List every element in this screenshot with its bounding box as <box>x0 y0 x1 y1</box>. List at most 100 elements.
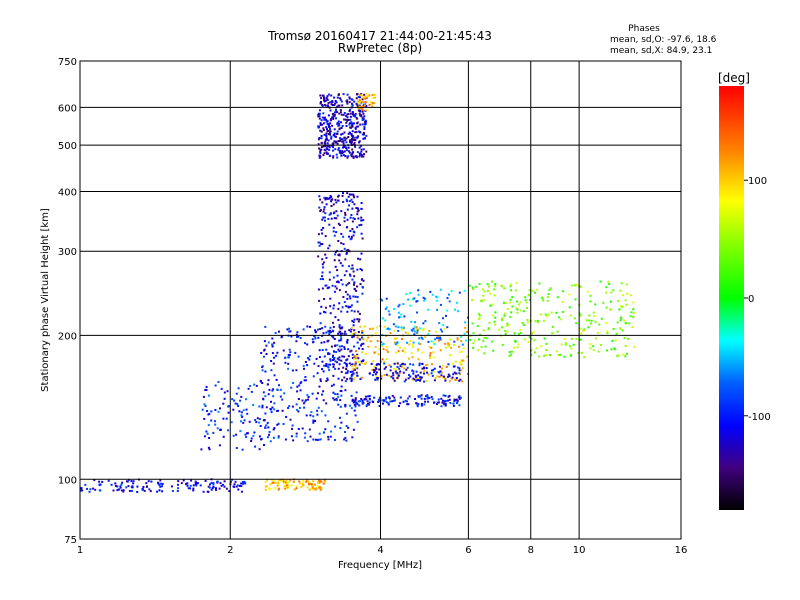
data-point <box>402 371 405 374</box>
data-point <box>360 278 363 281</box>
data-point <box>430 346 433 349</box>
data-point <box>328 331 331 334</box>
data-point <box>453 371 456 374</box>
data-point <box>225 487 228 490</box>
data-point <box>334 439 336 441</box>
data-point <box>299 337 302 339</box>
data-point <box>459 396 462 399</box>
data-point <box>330 430 332 433</box>
data-point <box>625 352 628 355</box>
data-point <box>159 485 162 488</box>
data-point <box>395 368 398 371</box>
data-point <box>403 380 406 383</box>
data-point <box>306 440 309 443</box>
data-point <box>281 409 284 412</box>
data-point <box>345 249 348 252</box>
data-point <box>267 393 270 396</box>
data-point <box>325 402 328 405</box>
data-point <box>568 293 571 296</box>
data-point <box>354 126 357 129</box>
data-point <box>291 405 294 408</box>
data-point <box>263 340 266 343</box>
data-point <box>472 346 475 349</box>
data-point <box>258 448 261 451</box>
data-point <box>312 480 315 483</box>
data-point <box>107 479 110 482</box>
data-point <box>376 375 379 378</box>
data-point <box>421 351 424 354</box>
data-point <box>228 490 231 493</box>
data-point <box>286 486 289 489</box>
data-point <box>340 127 343 129</box>
data-point <box>356 374 359 377</box>
data-point <box>286 328 289 331</box>
data-point <box>317 143 320 146</box>
data-point <box>318 109 321 112</box>
data-point <box>338 302 341 305</box>
data-point <box>345 198 348 201</box>
data-point <box>429 290 432 293</box>
data-point <box>335 153 338 156</box>
data-point <box>205 388 208 391</box>
data-point <box>268 388 271 391</box>
data-point <box>270 411 273 414</box>
data-point <box>354 139 357 141</box>
data-point <box>511 350 513 353</box>
data-point <box>254 419 257 421</box>
data-point <box>122 489 125 492</box>
data-point <box>344 436 347 439</box>
data-point <box>311 487 314 490</box>
data-point <box>501 317 504 320</box>
data-point <box>357 109 360 112</box>
data-point <box>328 278 331 281</box>
data-point <box>337 367 340 370</box>
data-point <box>449 402 452 404</box>
data-point <box>362 118 365 121</box>
data-point <box>385 349 388 352</box>
data-point <box>611 339 614 342</box>
data-point <box>327 420 330 423</box>
data-point <box>353 401 356 403</box>
data-point <box>506 322 509 325</box>
data-point <box>322 332 325 335</box>
data-point <box>265 344 268 347</box>
data-point <box>630 311 633 314</box>
data-point <box>426 371 429 374</box>
data-point <box>579 327 582 330</box>
data-point <box>345 115 348 117</box>
data-point <box>489 304 492 307</box>
data-point <box>442 377 445 379</box>
data-point <box>330 135 333 138</box>
data-point <box>348 362 351 365</box>
data-point <box>395 351 398 354</box>
data-point <box>337 254 340 256</box>
data-point <box>354 414 357 417</box>
data-point <box>287 362 290 365</box>
data-point <box>332 230 335 233</box>
data-point <box>368 94 371 97</box>
data-point <box>351 353 354 356</box>
data-point <box>587 326 590 329</box>
data-point <box>349 238 352 241</box>
data-point <box>414 325 417 328</box>
data-point <box>352 194 355 197</box>
data-point <box>328 148 331 151</box>
data-point <box>336 133 339 135</box>
data-point <box>302 482 304 485</box>
data-point <box>212 483 215 486</box>
data-point <box>317 255 320 258</box>
data-point <box>351 152 354 155</box>
data-point <box>346 297 349 300</box>
data-point <box>328 286 331 289</box>
data-point <box>631 326 634 329</box>
data-point <box>336 274 339 277</box>
data-point <box>345 251 348 254</box>
data-point <box>453 400 456 403</box>
data-point <box>351 148 354 151</box>
data-point <box>431 374 434 377</box>
data-point <box>522 310 525 313</box>
data-point <box>274 481 277 484</box>
data-point <box>440 371 443 374</box>
data-point <box>458 397 461 400</box>
data-point <box>320 148 323 151</box>
